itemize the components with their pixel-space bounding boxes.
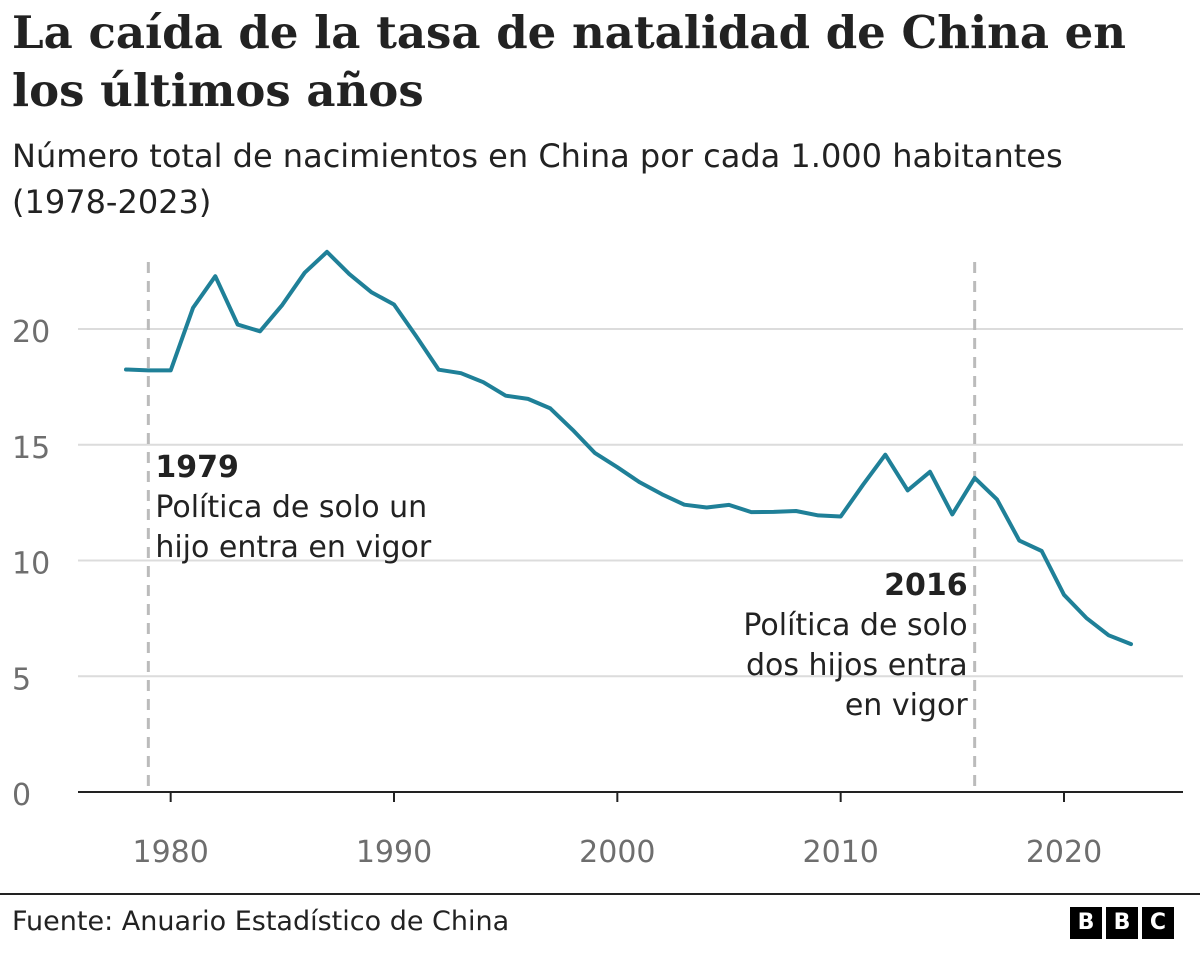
axes: 1980 1990 2000 2010 2020 <box>78 791 1183 870</box>
policy-marker-lines <box>146 262 977 792</box>
x-tick-label: 2010 <box>802 835 878 870</box>
line-chart: 0 5 10 15 20 1980 1990 2000 2010 2020 1979 Políti… <box>12 249 1183 870</box>
x-tick-label: 2000 <box>579 835 655 870</box>
footer-divider <box>0 893 1200 895</box>
bbc-logo-block-3: C <box>1142 907 1174 939</box>
annotation-year: 1979 <box>155 450 239 485</box>
bbc-logo-block-2: B <box>1106 907 1138 939</box>
annotation-text-line: en vigor <box>845 688 968 723</box>
y-tick-label: 10 <box>12 547 50 582</box>
series-layer <box>124 249 1133 647</box>
annotation-text-line: hijo entra en vigor <box>155 530 432 565</box>
series-line <box>124 249 1133 647</box>
y-tick-label: 0 <box>12 778 31 813</box>
x-tick-label: 2020 <box>1026 835 1102 870</box>
chart-subtitle: Número total de nacimientos en China por… <box>12 137 1063 221</box>
annotation-year: 2016 <box>884 568 968 603</box>
y-tick-label: 5 <box>12 662 31 697</box>
y-tick-label: 20 <box>12 315 50 350</box>
y-tick-label: 15 <box>12 431 50 466</box>
chart-title: La caída de la tasa de natalidad de Chin… <box>12 6 1126 117</box>
bbc-logo-block-1: B <box>1070 907 1102 939</box>
annotation-text-line: dos hijos entra <box>746 648 968 683</box>
annotations: 1979 Política de solo un hijo entra en vig… <box>155 450 968 723</box>
annotation-text-line: Política de solo <box>743 608 967 643</box>
bbc-logo: B B C <box>1070 907 1174 939</box>
x-tick-label: 1980 <box>132 835 208 870</box>
x-tick-label: 1990 <box>356 835 432 870</box>
source-note: Fuente: Anuario Estadístico de China <box>12 906 510 937</box>
annotation-text-line: Política de solo un <box>155 490 427 525</box>
